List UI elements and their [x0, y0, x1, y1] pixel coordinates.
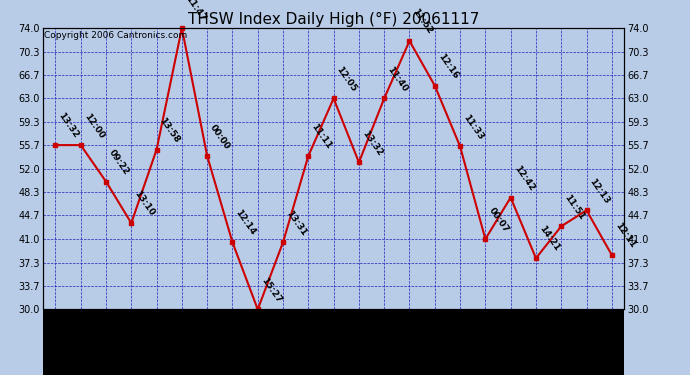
Text: 12:13: 12:13 — [588, 177, 611, 205]
Text: 15:27: 15:27 — [259, 276, 283, 304]
Text: 12:14: 12:14 — [234, 209, 257, 237]
Text: 13:31: 13:31 — [284, 209, 308, 237]
Text: 12:00: 12:00 — [82, 112, 106, 140]
Text: 12:16: 12:16 — [436, 52, 460, 81]
Text: 11:40: 11:40 — [386, 65, 409, 93]
Text: 00:07: 00:07 — [486, 206, 511, 234]
Text: 11:33: 11:33 — [462, 112, 485, 141]
Text: 12:11: 12:11 — [613, 221, 637, 250]
Text: 13:58: 13:58 — [158, 116, 181, 144]
Text: 13:32: 13:32 — [360, 129, 384, 157]
Text: 11:52: 11:52 — [411, 7, 435, 36]
Text: 09:22: 09:22 — [107, 148, 131, 176]
Text: 13:10: 13:10 — [132, 189, 156, 218]
Text: 11:47: 11:47 — [183, 0, 207, 23]
Text: 11:11: 11:11 — [310, 122, 333, 151]
Text: 14:21: 14:21 — [538, 224, 561, 253]
Text: 00:00: 00:00 — [208, 123, 232, 151]
Text: 13:32: 13:32 — [57, 111, 81, 140]
Text: 12:05: 12:05 — [335, 65, 359, 93]
Text: 12:42: 12:42 — [512, 164, 535, 192]
Title: THSW Index Daily High (°F) 20061117: THSW Index Daily High (°F) 20061117 — [188, 12, 480, 27]
Text: Copyright 2006 Cantronics.com: Copyright 2006 Cantronics.com — [44, 31, 187, 40]
Text: 11:51: 11:51 — [562, 192, 586, 221]
